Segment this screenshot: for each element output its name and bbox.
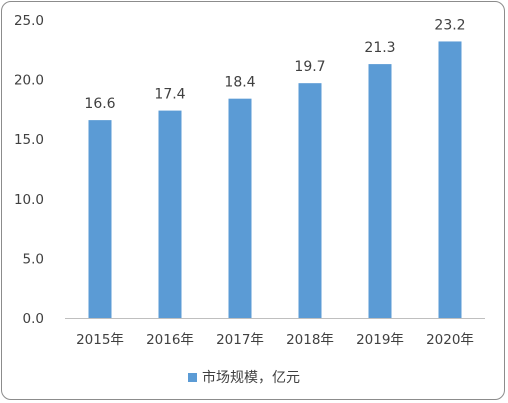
bars: 16.6 17.4 18.4 19.7 21.3 23.2 — [84, 17, 466, 319]
y-tick-label: 0.0 — [23, 311, 44, 327]
y-tick-label: 5.0 — [23, 251, 44, 267]
data-label: 19.7 — [294, 59, 325, 75]
legend-swatch — [188, 372, 197, 382]
y-tick-label: 15.0 — [14, 132, 44, 148]
bar — [298, 83, 322, 319]
legend-label: 市场规模，亿元 — [202, 370, 300, 386]
bar — [228, 98, 252, 318]
data-label: 16.6 — [84, 96, 115, 112]
data-label: 18.4 — [224, 75, 255, 91]
x-tick-label: 2018年 — [286, 332, 334, 348]
x-axis-labels: 2015年 2016年 2017年 2018年 2019年 2020年 — [76, 332, 474, 348]
x-tick-label: 2019年 — [356, 332, 404, 348]
x-tick-label: 2020年 — [426, 332, 474, 348]
data-label: 21.3 — [364, 40, 395, 56]
y-tick-label: 20.0 — [14, 73, 44, 89]
x-tick-label: 2017年 — [216, 332, 264, 348]
y-tick-label: 25.0 — [14, 13, 44, 29]
legend: 市场规模，亿元 — [188, 368, 300, 386]
y-axis: 0.0 5.0 10.0 15.0 20.0 25.0 — [14, 13, 44, 327]
data-label: 17.4 — [154, 87, 185, 103]
bar — [88, 120, 112, 319]
data-label: 23.2 — [434, 17, 465, 33]
bar — [158, 110, 182, 318]
x-tick-label: 2015年 — [76, 332, 124, 348]
y-tick-label: 10.0 — [14, 192, 44, 208]
bar — [438, 41, 462, 319]
x-tick-label: 2016年 — [146, 332, 194, 348]
bar — [368, 64, 392, 318]
